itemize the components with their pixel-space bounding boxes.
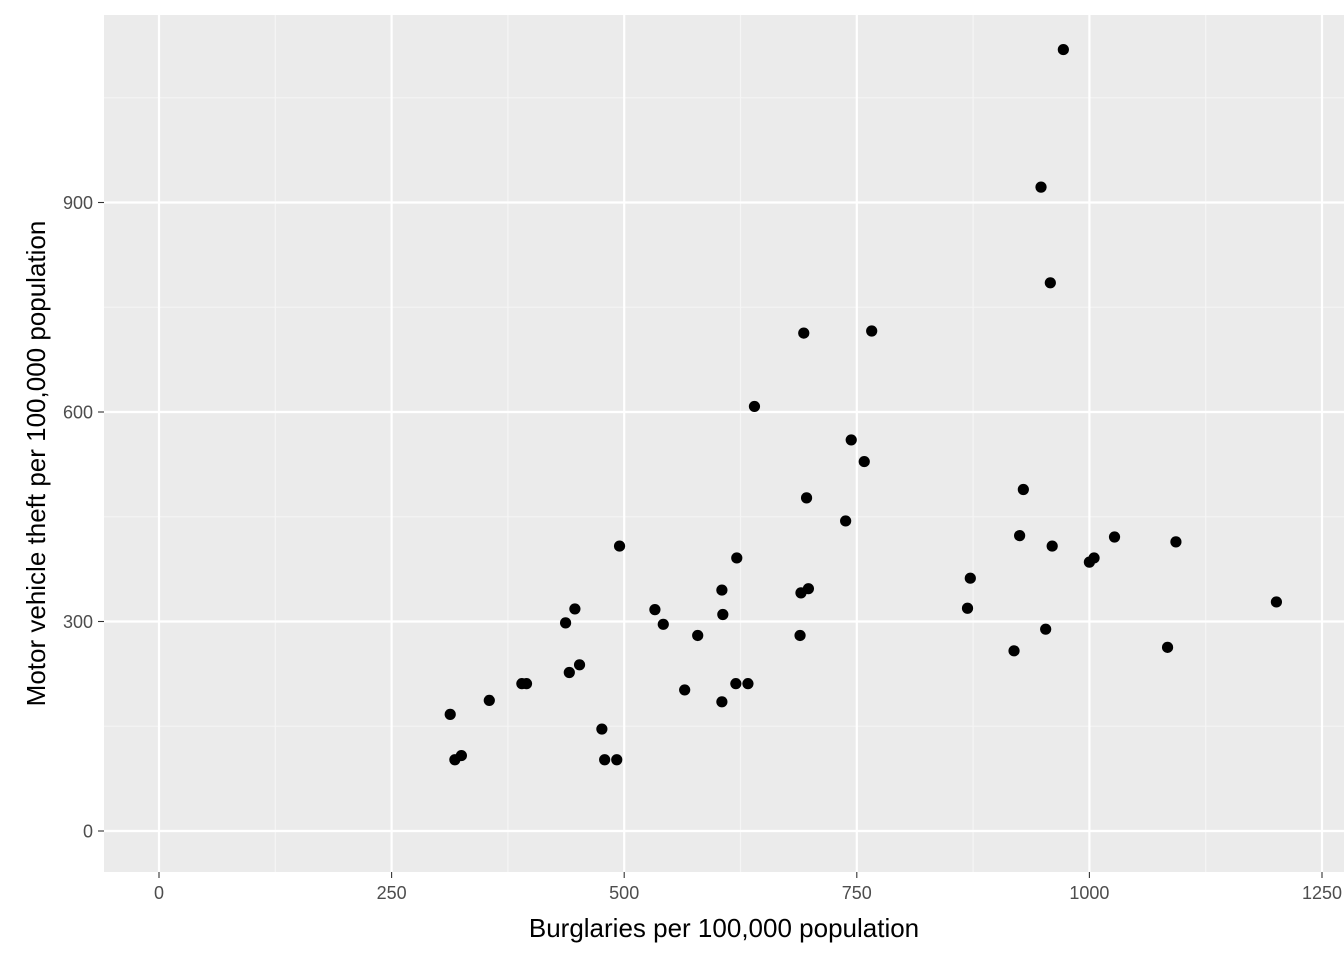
data-point [563,666,575,679]
y-axis-title: Motor vehicle theft per 100,000 populati… [21,221,51,707]
data-point [1014,530,1026,542]
data-point [444,708,456,720]
data-point [716,696,728,708]
x-axis-title: Burglaries per 100,000 population [529,913,919,943]
data-point [679,684,691,696]
plot-panel [104,15,1344,872]
x-tick-label: 0 [154,883,164,903]
data-point [573,659,586,671]
data-point [657,618,669,630]
data-point [1008,645,1020,657]
data-point [596,723,608,735]
data-point [798,327,810,339]
data-point [717,608,729,621]
y-axis: 0 300 600 900 [63,193,104,842]
data-point [800,492,813,504]
data-point [1044,277,1056,289]
data-point [613,540,626,552]
data-points [444,43,1283,766]
data-point [559,617,572,629]
data-point [1035,181,1047,193]
x-tick-label: 500 [609,883,639,903]
data-point [483,694,495,707]
data-point [716,584,728,596]
data-point [742,678,754,690]
data-point [858,455,870,468]
data-point [599,754,611,766]
x-tick-label: 1000 [1069,883,1109,903]
data-point [692,629,704,642]
data-point [1057,43,1069,56]
data-point [1161,641,1174,653]
data-point [611,754,623,766]
data-point [455,749,467,762]
x-tick-label: 250 [377,883,407,903]
minor-gridlines [104,15,1344,872]
major-gridlines [104,15,1344,872]
y-tick-label: 600 [63,403,93,423]
data-point [520,678,533,690]
x-tick-label: 1250 [1302,883,1342,903]
data-point [866,325,878,337]
data-point [569,603,581,615]
data-point [1170,536,1182,548]
y-tick-label: 0 [83,822,93,842]
y-tick-label: 300 [63,612,93,632]
data-point [730,678,742,690]
data-point [794,629,806,642]
data-point [802,583,815,595]
data-point [731,552,743,564]
data-point [1270,596,1283,608]
data-point [649,604,661,616]
x-axis: 0 250 500 750 1000 1250 [154,872,1342,903]
data-point [840,515,852,527]
data-point [748,400,761,413]
data-point [1017,483,1029,496]
data-point [961,602,974,614]
y-tick-label: 900 [63,193,93,213]
data-point [1040,623,1052,635]
data-point [1088,552,1100,564]
data-point [845,434,857,446]
data-point [1046,540,1058,552]
x-tick-label: 750 [842,883,872,903]
data-point [1108,531,1121,543]
data-point [964,572,976,584]
